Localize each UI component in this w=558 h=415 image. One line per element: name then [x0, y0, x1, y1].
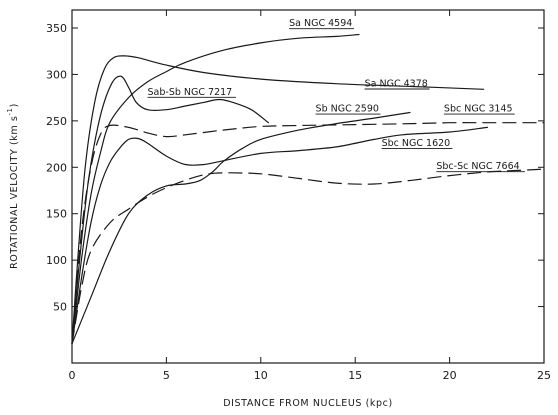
- y-tick-label: 100: [46, 254, 67, 267]
- y-tick-label: 50: [53, 301, 67, 314]
- x-tick-label: 5: [163, 369, 170, 382]
- y-tick-label: 300: [46, 68, 67, 81]
- series-line-sb-ngc-2590: [71, 111, 411, 345]
- series-label-sa-ngc-4378: Sa NGC 4378: [365, 79, 428, 90]
- series-label-sbc-ngc-3145: Sbc NGC 3145: [444, 104, 513, 115]
- plot-frame: [71, 9, 545, 364]
- series-line-sa-ngc-4594: [71, 33, 360, 345]
- series-labels: Sa NGC 4594 Sa NGC 4378 Sab-Sb NGC 7217 Sb …: [147, 18, 525, 172]
- series-layer: [71, 33, 545, 345]
- series-label-sbc-ngc-1620: Sbc NGC 1620: [382, 138, 451, 149]
- series-line-sab-sb-ngc-7217: [71, 75, 269, 345]
- y-tick-label: 350: [46, 22, 67, 35]
- series-label-sbc-sc-ngc-7664: Sbc-Sc NGC 7664: [436, 161, 519, 172]
- x-axis-ticks: 0 5 10 15 20 25: [69, 10, 551, 382]
- y-tick-label: 150: [46, 208, 67, 221]
- y-tick-label: 200: [46, 161, 67, 174]
- y-axis-title-superscript: -1: [6, 107, 14, 115]
- x-tick-label: 15: [348, 369, 362, 382]
- series-line-sbc-ngc-1620: [71, 126, 488, 345]
- series-label-sa-ngc-4594: Sa NGC 4594: [289, 18, 352, 29]
- x-tick-label: 0: [69, 369, 76, 382]
- series-line-sa-ngc-4378: [71, 55, 485, 345]
- y-axis-ticks: 50 100 150 200 250 300 350: [46, 22, 544, 314]
- series-line-sbc-ngc-3145: [71, 122, 544, 344]
- y-axis-title: ROTATIONAL VELOCITY (km s-1): [6, 103, 20, 269]
- x-axis-title: DISTANCE FROM NUCLEUS (kpc): [223, 398, 393, 409]
- series-label-sab-sb-ngc-7217: Sab-Sb NGC 7217: [148, 87, 233, 98]
- x-tick-label: 20: [443, 369, 457, 382]
- y-tick-label: 250: [46, 115, 67, 128]
- x-tick-label: 25: [537, 369, 551, 382]
- series-line-sbc-sc-ngc-7664: [71, 168, 545, 344]
- y-axis-title-main: ROTATIONAL VELOCITY (km s: [9, 116, 20, 269]
- x-tick-label: 10: [254, 369, 268, 382]
- series-label-sb-ngc-2590: Sb NGC 2590: [316, 104, 379, 115]
- y-axis-title-close: ): [9, 103, 20, 107]
